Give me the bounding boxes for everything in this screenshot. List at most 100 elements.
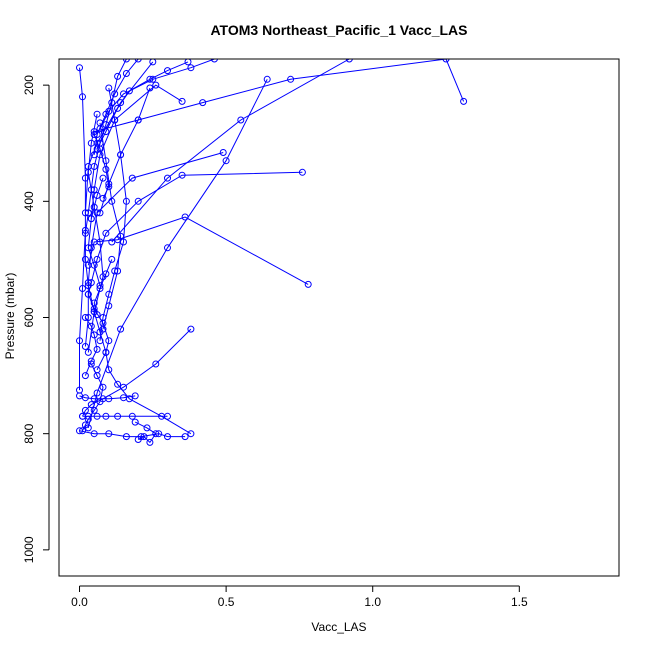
data-point <box>117 232 125 240</box>
data-point <box>90 299 98 307</box>
data-point <box>99 319 107 327</box>
data-point <box>187 64 195 72</box>
data-point <box>122 59 130 63</box>
data-point <box>298 168 306 176</box>
y-axis: 200 400 600 800 1000 <box>22 75 50 563</box>
data-point <box>122 197 130 205</box>
data-point <box>81 174 89 182</box>
data-point <box>219 149 227 156</box>
series-line <box>111 59 350 243</box>
data-point <box>93 192 101 199</box>
data-point <box>99 174 107 182</box>
y-tick-label: 1000 <box>22 536 36 563</box>
series-line <box>134 421 157 444</box>
data-point <box>93 412 101 420</box>
data-point <box>81 226 89 234</box>
data-point <box>102 110 110 118</box>
data-point <box>108 255 116 263</box>
chart-title: ATOM3 Northeast_Pacific_1 Vacc_LAS <box>210 22 467 38</box>
data-point <box>90 395 98 403</box>
data-point <box>105 395 113 403</box>
series-line <box>99 122 122 330</box>
data-point <box>164 244 171 252</box>
data-point <box>122 70 130 77</box>
data-point <box>102 165 110 173</box>
series-line <box>84 59 192 435</box>
data-point <box>76 337 83 345</box>
data-point <box>128 412 136 420</box>
y-tick-label: 400 <box>22 191 36 211</box>
data-point <box>84 244 92 252</box>
data-point <box>181 433 189 441</box>
data-point <box>117 325 125 333</box>
data-point <box>152 81 160 89</box>
data-point <box>96 125 104 133</box>
data-point <box>99 383 107 391</box>
series-10 <box>108 59 353 246</box>
data-point <box>120 383 127 391</box>
data-point <box>93 311 101 319</box>
data-point <box>105 183 113 191</box>
series-20 <box>79 360 107 435</box>
data-point <box>149 75 157 83</box>
data-point <box>263 75 271 83</box>
data-point <box>108 197 116 205</box>
data-point <box>122 433 130 441</box>
data-point <box>96 285 104 292</box>
series-line <box>99 87 127 341</box>
data-point <box>128 174 136 182</box>
series-24 <box>81 314 101 380</box>
x-axis-title: Vacc_LAS <box>311 620 366 634</box>
data-point <box>304 280 312 288</box>
x-axis: 0.0 0.5 1.0 1.5 <box>71 585 528 609</box>
data-point <box>81 314 89 321</box>
data-point <box>114 72 122 80</box>
data-point <box>105 337 113 345</box>
data-point <box>108 238 116 246</box>
data-point <box>287 75 295 83</box>
series-25 <box>90 255 116 319</box>
data-point <box>90 430 98 438</box>
data-point <box>149 59 157 66</box>
x-tick-label: 1.5 <box>511 595 528 609</box>
data-point <box>146 84 154 92</box>
series-14 <box>96 119 125 333</box>
series-22 <box>84 174 107 290</box>
series-2 <box>90 59 468 136</box>
data-point <box>84 279 92 287</box>
plot-frame <box>58 58 620 577</box>
data-point <box>117 151 125 159</box>
data-point <box>93 255 101 263</box>
data-point <box>143 424 151 432</box>
data-point <box>114 267 122 275</box>
data-point <box>102 229 110 237</box>
data-point <box>131 392 139 400</box>
series-line <box>93 134 110 199</box>
data-point <box>87 215 95 223</box>
data-point <box>81 406 89 414</box>
data-point <box>93 110 101 118</box>
data-point <box>222 157 230 165</box>
series-line <box>79 430 186 438</box>
data-point <box>99 194 107 202</box>
data-point <box>146 438 154 446</box>
data-point <box>96 398 104 406</box>
data-point <box>187 325 195 333</box>
x-tick-label: 1.0 <box>364 595 381 609</box>
data-point <box>90 406 98 414</box>
data-point <box>164 67 171 75</box>
data-point <box>96 238 104 246</box>
data-point <box>79 427 86 435</box>
data-point <box>84 415 92 423</box>
data-point <box>102 412 110 420</box>
data-point <box>152 360 160 368</box>
data-point <box>90 261 98 269</box>
series-line <box>82 363 104 432</box>
y-tick-label: 200 <box>22 75 36 95</box>
data-point <box>102 128 110 136</box>
data-point <box>84 290 92 298</box>
data-point <box>87 139 95 147</box>
data-point <box>102 270 110 278</box>
data-point <box>120 394 127 402</box>
series-28 <box>90 59 142 159</box>
